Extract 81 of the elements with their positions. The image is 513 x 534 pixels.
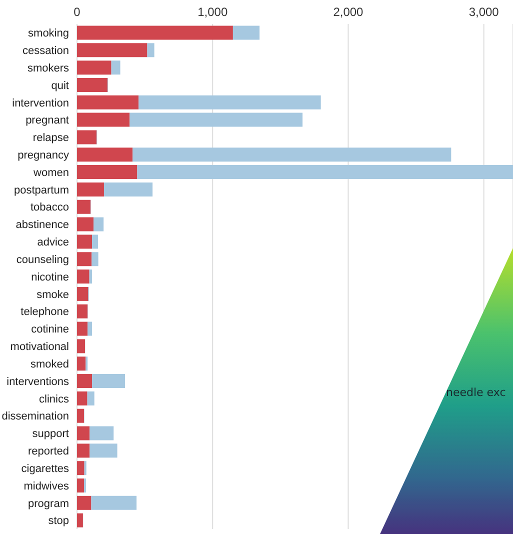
bar	[90, 426, 114, 440]
bar	[94, 217, 104, 232]
bar	[111, 60, 120, 75]
bar	[77, 461, 84, 476]
bar	[77, 408, 84, 423]
bar	[77, 43, 148, 58]
bar	[91, 496, 137, 510]
bar	[77, 322, 88, 336]
bar	[77, 78, 108, 92]
y-tick-label: stop	[48, 515, 69, 528]
bar	[77, 182, 104, 196]
bar	[77, 426, 90, 440]
annotation: needle exc	[446, 386, 506, 399]
y-tick-label: telephone	[20, 306, 69, 318]
y-tick-label: support	[32, 428, 69, 440]
bar	[77, 165, 138, 180]
y-tick-label: smoking	[28, 28, 69, 40]
bar	[77, 304, 88, 318]
bar	[90, 444, 118, 458]
y-tick-label: postpartum	[14, 184, 69, 196]
y-tick-label: interventions	[6, 376, 70, 388]
bar	[132, 148, 452, 162]
y-tick-label: quit	[51, 80, 69, 92]
y-tick-label: advice	[37, 236, 69, 249]
y-tick-label: program	[28, 498, 69, 510]
bar	[77, 270, 90, 284]
bar	[92, 374, 126, 388]
bar	[89, 270, 92, 284]
bar	[137, 165, 513, 180]
bar	[77, 234, 92, 249]
y-tick-label: relapse	[32, 132, 69, 144]
y-tick-label: smokers	[27, 62, 70, 74]
bar	[130, 112, 303, 127]
y-tick-label: nicotine	[31, 271, 69, 284]
bar	[92, 234, 98, 249]
bar	[77, 200, 91, 214]
y-tick-label: dissemination	[2, 410, 69, 423]
bar	[147, 43, 154, 58]
bar	[77, 374, 92, 388]
y-tick-label: cessation	[22, 45, 69, 58]
y-tick-label: cigarettes	[21, 462, 70, 475]
bar	[77, 496, 92, 510]
bar	[77, 286, 88, 301]
bar	[77, 26, 233, 40]
bar	[77, 513, 83, 528]
y-tick-label: counseling	[16, 254, 69, 266]
x-tick-label: 0	[74, 5, 81, 19]
bar	[232, 26, 260, 40]
y-tick-label: tobacco	[30, 202, 69, 214]
x-tick-label: 2,000	[333, 5, 364, 19]
y-tick-label: smoked	[30, 358, 69, 370]
y-tick-label: clinics	[39, 393, 70, 406]
bar	[87, 391, 94, 406]
bar	[77, 391, 88, 406]
y-tick-label: women	[32, 166, 69, 179]
bar	[77, 95, 139, 110]
bar	[104, 182, 153, 196]
x-tick-label: 1,000	[198, 5, 228, 19]
bar	[92, 252, 98, 266]
y-tick-label: motivational	[10, 341, 69, 354]
x-tick-label: 3,000	[468, 5, 500, 19]
bar	[77, 478, 84, 492]
y-tick-label: smoke	[36, 288, 69, 301]
y-tick-label: reported	[28, 446, 69, 458]
bar	[77, 356, 86, 371]
bar	[77, 148, 133, 162]
y-tick-label: cotinine	[31, 324, 69, 336]
bar	[138, 95, 321, 110]
bar	[77, 444, 90, 458]
y-tick-label: pregnant	[26, 114, 69, 127]
bar	[77, 252, 92, 266]
bar	[77, 60, 112, 75]
bar	[77, 112, 130, 127]
y-tick-label: pregnancy	[18, 150, 70, 162]
bar	[77, 130, 97, 144]
y-tick-label: abstinence	[16, 219, 69, 232]
y-tick-label: intervention	[12, 97, 69, 110]
bar	[77, 339, 85, 354]
bar	[88, 322, 92, 336]
y-tick-label: midwives	[24, 480, 70, 492]
bar	[77, 217, 94, 232]
